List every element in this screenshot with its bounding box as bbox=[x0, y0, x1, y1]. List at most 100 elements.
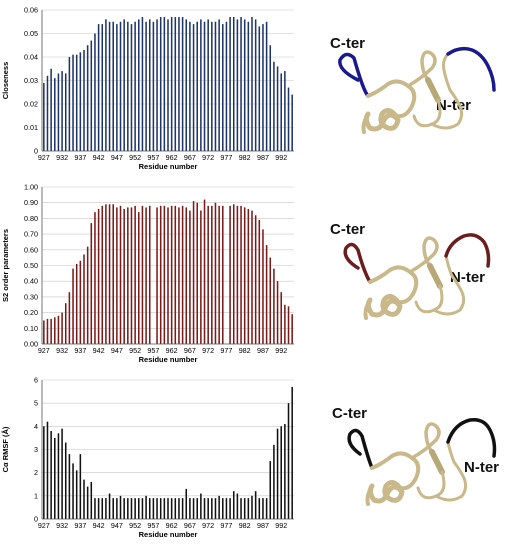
bar bbox=[287, 306, 290, 344]
x-tick-label: 947 bbox=[111, 521, 123, 530]
bar bbox=[101, 498, 104, 519]
bar bbox=[101, 24, 104, 152]
bar bbox=[119, 205, 122, 344]
x-tick-label: 937 bbox=[74, 346, 86, 355]
bar bbox=[112, 204, 114, 344]
y-tick-label: 1 bbox=[34, 491, 38, 500]
x-tick-label: 992 bbox=[275, 346, 287, 355]
y-axis-title: Closeness bbox=[1, 62, 10, 100]
bar bbox=[159, 205, 162, 344]
protein-structure-1: C-ter N-ter bbox=[318, 20, 513, 170]
bar bbox=[287, 403, 290, 519]
bar bbox=[54, 78, 56, 151]
x-tick-label: 937 bbox=[74, 521, 86, 530]
bar bbox=[64, 442, 67, 519]
y-tick-label: 0.03 bbox=[24, 76, 38, 85]
bar bbox=[61, 428, 63, 519]
bar bbox=[251, 495, 253, 519]
bar bbox=[200, 210, 202, 344]
y-tick-label: 4 bbox=[34, 422, 38, 431]
y-tick-label: 5 bbox=[34, 399, 38, 408]
bar bbox=[269, 461, 272, 519]
bar bbox=[211, 498, 213, 519]
x-tick-label: 927 bbox=[38, 153, 50, 162]
bar bbox=[229, 498, 231, 519]
bar bbox=[86, 45, 89, 151]
bar bbox=[97, 498, 100, 519]
y-tick-label: 0 bbox=[34, 515, 38, 524]
bar bbox=[247, 208, 250, 344]
bar bbox=[57, 433, 60, 519]
bar bbox=[196, 21, 198, 151]
y-tick-label: 0.02 bbox=[24, 100, 38, 109]
bar bbox=[64, 303, 67, 344]
bar bbox=[291, 94, 293, 151]
bar bbox=[163, 17, 166, 151]
bar bbox=[75, 54, 78, 151]
bar bbox=[148, 205, 151, 344]
y-axis-title: S2 order parameters bbox=[1, 229, 10, 302]
bar bbox=[159, 498, 162, 519]
x-tick-label: 957 bbox=[147, 153, 159, 162]
bar bbox=[83, 254, 85, 344]
bar bbox=[232, 17, 235, 151]
y-tick-label: 0.20 bbox=[24, 308, 38, 317]
c-terminus-label: C-ter bbox=[332, 405, 367, 422]
bar bbox=[225, 498, 228, 519]
bar bbox=[236, 493, 239, 519]
rmsf-chart: 0 1 2 3 4 5 6 927 932 937 942 947 952 957 962 967 972 977… bbox=[0, 370, 300, 548]
x-tick-label: 967 bbox=[184, 346, 196, 355]
bar bbox=[280, 426, 282, 519]
bar bbox=[203, 199, 206, 344]
y-tick-label: 0.10 bbox=[24, 324, 38, 333]
bar bbox=[72, 268, 74, 344]
bar bbox=[108, 204, 111, 344]
x-tick-label: 992 bbox=[275, 153, 287, 162]
bar bbox=[141, 205, 144, 344]
bar bbox=[225, 21, 228, 151]
x-tick-label: 982 bbox=[239, 153, 251, 162]
x-tick-label: 957 bbox=[147, 521, 159, 530]
y-tick-label: 0.06 bbox=[24, 6, 38, 15]
bar bbox=[218, 19, 220, 152]
bar bbox=[269, 45, 272, 151]
bar bbox=[112, 21, 114, 151]
bar bbox=[75, 263, 78, 344]
s2-order-chart-svg: 0.00 0.10 0.20 0.30 0.40 0.50 0.60 0.70 0.80 0.90… bbox=[1, 183, 294, 364]
c-terminal-segment bbox=[338, 52, 370, 98]
bar bbox=[68, 57, 71, 151]
protein-ribbon bbox=[347, 417, 497, 506]
bar bbox=[108, 493, 111, 519]
bar bbox=[145, 21, 147, 151]
bar bbox=[90, 223, 93, 344]
bar bbox=[218, 495, 220, 519]
s2-order-chart: 0.00 0.10 0.20 0.30 0.40 0.50 0.60 0.70 0.80 0.90… bbox=[0, 178, 300, 364]
bar bbox=[127, 21, 129, 151]
x-tick-label: 932 bbox=[56, 346, 68, 355]
bar bbox=[222, 205, 224, 344]
x-tick-label: 932 bbox=[56, 521, 68, 530]
bar bbox=[64, 73, 67, 151]
bar bbox=[178, 17, 180, 151]
x-tick-label: 987 bbox=[257, 346, 269, 355]
bar bbox=[54, 317, 56, 344]
bar bbox=[185, 207, 188, 344]
bar bbox=[254, 215, 257, 344]
bar bbox=[101, 205, 104, 344]
bar bbox=[262, 229, 264, 344]
bar bbox=[214, 498, 217, 519]
bar bbox=[50, 318, 52, 344]
bar bbox=[123, 498, 125, 519]
bar bbox=[291, 314, 293, 344]
bar bbox=[236, 19, 239, 152]
bar bbox=[178, 498, 180, 519]
bar bbox=[75, 470, 78, 519]
x-tick-label: 967 bbox=[184, 521, 196, 530]
bar bbox=[196, 202, 198, 344]
y-tick-label: 3 bbox=[34, 445, 38, 454]
bar bbox=[130, 207, 133, 344]
bar bbox=[105, 498, 107, 519]
bar bbox=[207, 205, 209, 344]
n-terminus-label: N-ter bbox=[450, 269, 485, 286]
y-tick-label: 6 bbox=[34, 376, 38, 385]
